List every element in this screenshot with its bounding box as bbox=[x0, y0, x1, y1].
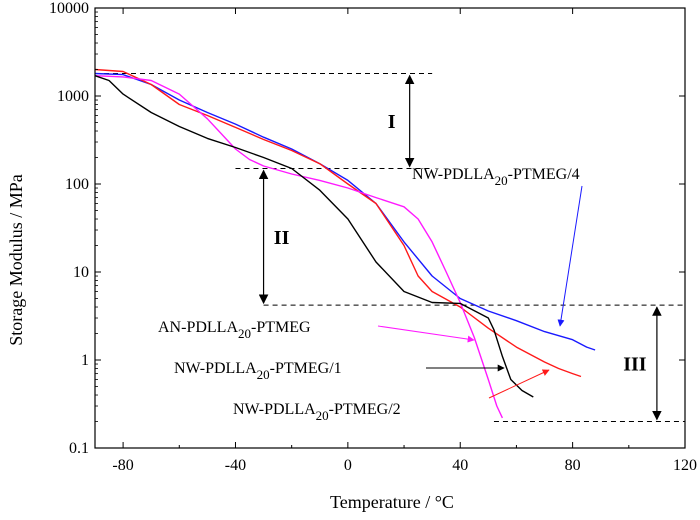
series-pointer-arrow-2 bbox=[377, 325, 475, 343]
x-tick-label: 80 bbox=[565, 457, 581, 474]
series-line-4 bbox=[94, 75, 534, 398]
y-tick-label: 1000 bbox=[57, 88, 89, 105]
series-line-1 bbox=[94, 72, 596, 351]
series-label-subscript: 20 bbox=[238, 326, 251, 341]
y-axis-title: Storage Modulus / MPa bbox=[6, 174, 26, 346]
series-label-rest: -PTMEG/4 bbox=[508, 166, 580, 183]
series-label-main: NW-PDLLA bbox=[233, 401, 316, 418]
series-label-2: AN-PDLLA20-PTMEG bbox=[158, 319, 311, 341]
region-label-III: III bbox=[623, 353, 647, 375]
series-label-1: NW-PDLLA20-PTMEG/4 bbox=[412, 166, 580, 188]
x-tick-label: 120 bbox=[673, 457, 697, 474]
series-label-subscript: 20 bbox=[316, 408, 329, 423]
series-line-2 bbox=[94, 68, 582, 378]
y-tick-label: 10000 bbox=[49, 0, 89, 17]
series-label-3: NW-PDLLA20-PTMEG/1 bbox=[174, 360, 342, 382]
x-tick-label: 0 bbox=[344, 457, 352, 474]
plot-frame bbox=[94, 7, 686, 449]
series-pointer-arrow-1 bbox=[557, 185, 583, 327]
series-label-subscript: 20 bbox=[257, 367, 270, 382]
series-label-rest: -PTMEG/2 bbox=[329, 401, 401, 418]
x-tick-label: 40 bbox=[452, 457, 468, 474]
series-group bbox=[94, 68, 596, 419]
x-tick-label: -40 bbox=[225, 457, 246, 474]
y-tick-label: 1 bbox=[81, 352, 89, 369]
series-label-4: NW-PDLLA20-PTMEG/2 bbox=[233, 401, 401, 423]
series-label-main: NW-PDLLA bbox=[412, 166, 495, 183]
series-label-main: AN-PDLLA bbox=[158, 319, 238, 336]
series-line-3 bbox=[94, 75, 504, 419]
annotations: IIIIIINW-PDLLA20-PTMEG/4AN-PDLLA20-PTMEG… bbox=[158, 74, 662, 423]
series-label-main: NW-PDLLA bbox=[174, 360, 257, 377]
axes: -80 -40 0 40 80 120 0.1 1 10 100 1000 10000 bbox=[49, 0, 697, 474]
y-tick-label: 100 bbox=[65, 176, 89, 193]
x-axis-title: Temperature / °C bbox=[330, 492, 454, 512]
series-label-rest: -PTMEG/1 bbox=[270, 360, 342, 377]
series-label-subscript: 20 bbox=[495, 173, 508, 188]
y-tick-label: 10 bbox=[73, 264, 89, 281]
series-label-rest: -PTMEG bbox=[251, 319, 311, 336]
y-tick-label: 0.1 bbox=[69, 440, 89, 457]
region-label-I: I bbox=[388, 111, 396, 133]
region-label-II: II bbox=[274, 227, 290, 249]
x-tick-label: -80 bbox=[112, 457, 133, 474]
series-pointer-arrow-4 bbox=[488, 369, 550, 399]
